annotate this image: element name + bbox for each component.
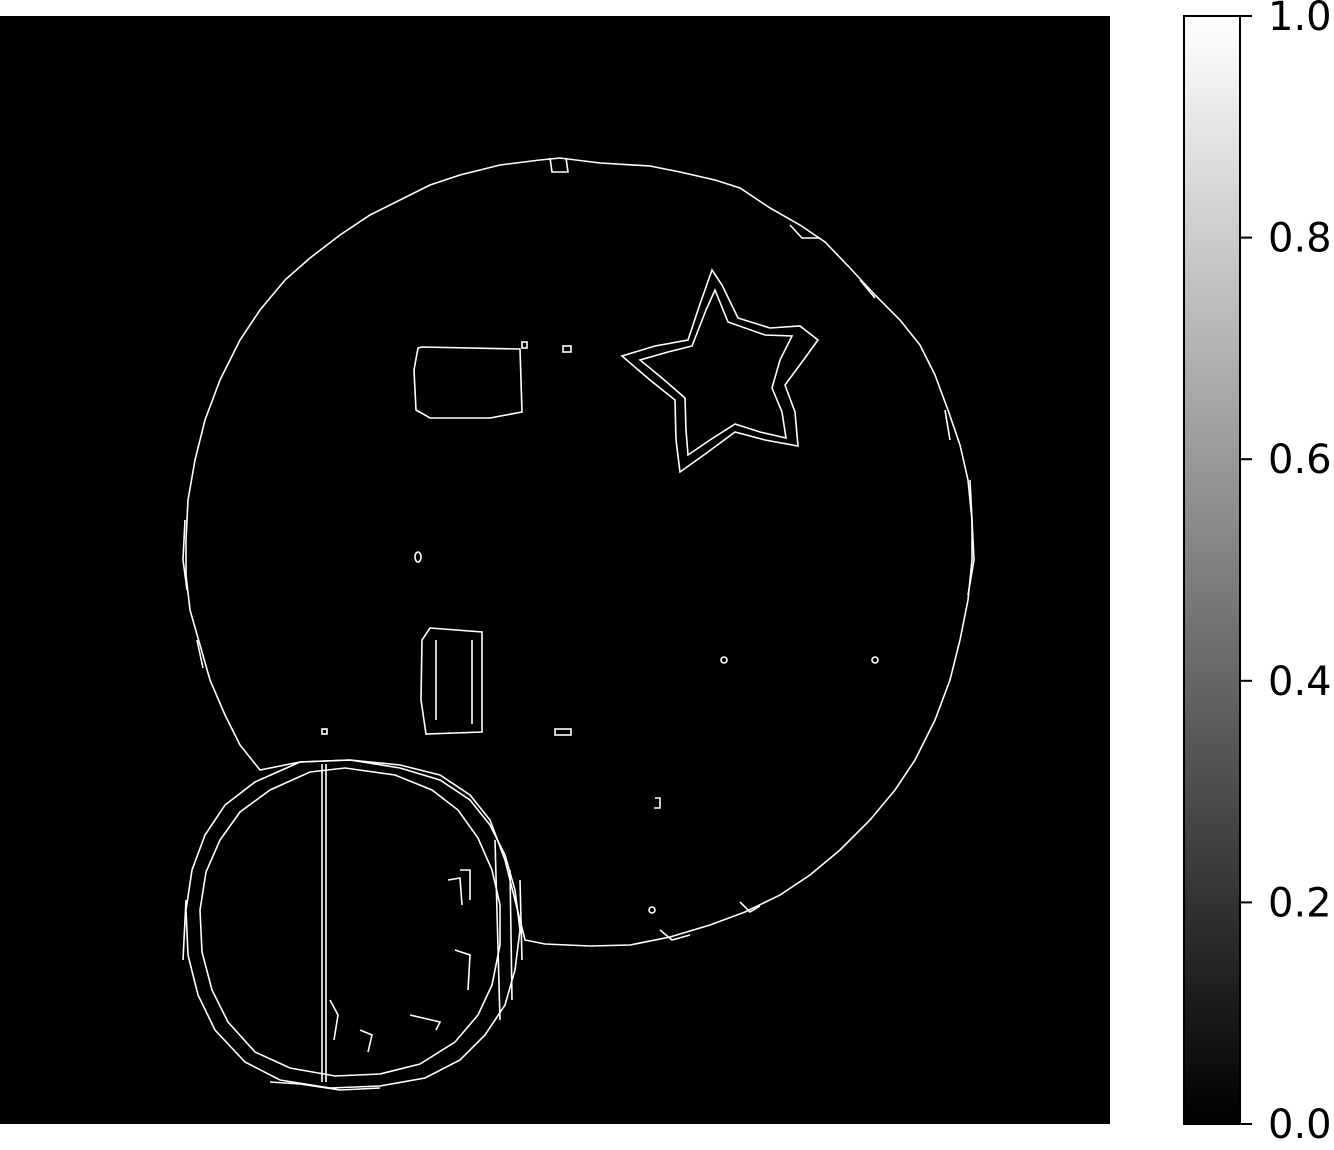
small-circle-bottom-edge xyxy=(269,1081,381,1091)
lower-rectangle-edge xyxy=(420,627,483,735)
speck xyxy=(554,728,572,736)
large-circle-edge-detail xyxy=(182,157,975,941)
speck xyxy=(654,797,661,809)
colorbar-tick-label: 0.4 xyxy=(1268,659,1332,705)
small-circle-inner-edge xyxy=(199,767,501,1077)
speck xyxy=(720,656,728,664)
colorbar: 0.0 0.2 0.4 0.6 0.8 1.0 xyxy=(1183,0,1332,1148)
edge-lines xyxy=(182,157,975,1091)
upper-rectangle-edge xyxy=(413,346,523,419)
speck xyxy=(648,906,656,914)
colorbar-frame xyxy=(1183,15,1241,1125)
colorbar-tick-label: 0.6 xyxy=(1268,437,1332,483)
speck xyxy=(562,345,572,353)
colorbar-tick-label: 0.8 xyxy=(1268,216,1332,262)
colorbar-tick-label: 0.0 xyxy=(1268,1102,1332,1148)
speck xyxy=(521,341,528,349)
colorbar-tick-label: 0.2 xyxy=(1268,880,1332,926)
large-circle-edge xyxy=(185,157,973,947)
speck xyxy=(414,551,422,563)
small-circle-vertical-line xyxy=(321,764,327,1082)
edge-image-panel xyxy=(0,16,1110,1124)
speck xyxy=(321,728,328,735)
colorbar-gradient xyxy=(1184,16,1240,1124)
lower-rectangle-inner-edge xyxy=(435,640,473,724)
image-background xyxy=(0,16,1110,1124)
small-circle-edge xyxy=(185,759,521,1089)
small-circle-noise xyxy=(182,839,523,1053)
star-shape-edge-inner xyxy=(638,287,794,457)
star-shape-edge xyxy=(620,268,820,474)
colorbar-tick-label: 1.0 xyxy=(1268,0,1332,40)
colorbar-ticks: 0.0 0.2 0.4 0.6 0.8 1.0 xyxy=(1240,0,1332,1148)
speck xyxy=(871,656,879,664)
